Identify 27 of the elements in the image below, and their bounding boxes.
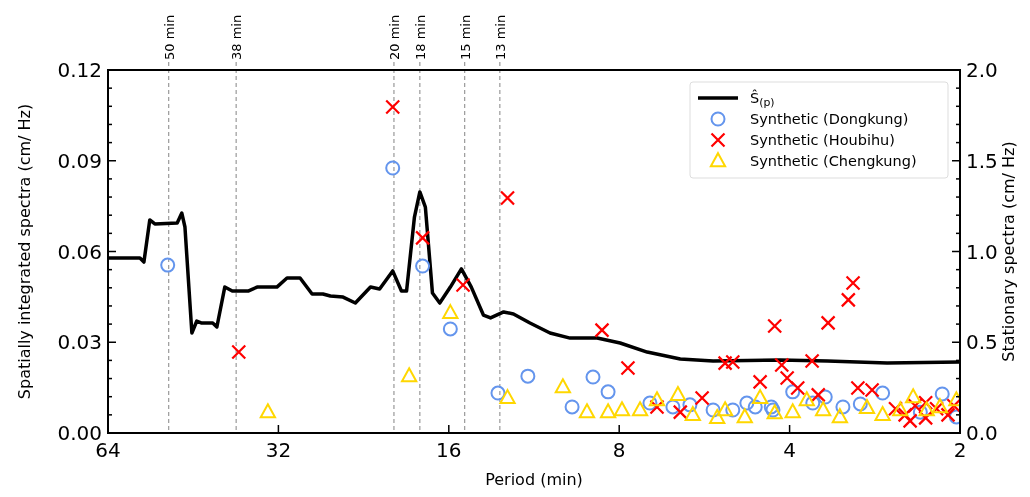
y2-tick-label: 2.0 — [966, 58, 998, 82]
legend-label: Synthetic (Houbihu) — [750, 132, 895, 149]
x-tick-label: 16 — [436, 438, 462, 462]
y-tick-label: 0.12 — [57, 58, 102, 82]
x-tick-label: 8 — [612, 438, 626, 462]
y-tick-label: 0.09 — [57, 148, 102, 173]
x-axis-title: Period (min) — [485, 470, 583, 489]
ref-line-label: 15 min — [457, 14, 473, 60]
ref-line-label: 18 min — [412, 14, 428, 60]
y2-tick-label: 1.5 — [966, 148, 998, 173]
ref-line-label: 38 min — [229, 14, 245, 60]
y-axis-title: Spatially integrated spectra (cm/ Hz) — [15, 103, 34, 400]
y-tick-label: 0.03 — [57, 330, 102, 355]
legend-label: Ŝ$_{(p)}$ — [750, 89, 775, 109]
y2-axis-title: Stationary spectra (cm/ Hz) — [999, 141, 1018, 362]
ref-line-label: 13 min — [492, 14, 508, 60]
y2-tick-label: 1.0 — [966, 239, 998, 264]
y2-tick-label: 0.0 — [966, 421, 998, 445]
ref-line-label: 20 min — [386, 14, 402, 60]
x-tick-label: 2 — [953, 438, 967, 462]
legend-label: Synthetic (Chengkung) — [750, 153, 917, 170]
y-tick-label: 0.06 — [57, 239, 102, 264]
x-tick-label: 4 — [783, 438, 796, 462]
y2-tick-label: 0.5 — [966, 330, 998, 355]
x-tick-label: 32 — [265, 438, 292, 462]
legend-label: Synthetic (Dongkung) — [750, 111, 909, 128]
ref-line-label: 50 min — [161, 14, 177, 60]
